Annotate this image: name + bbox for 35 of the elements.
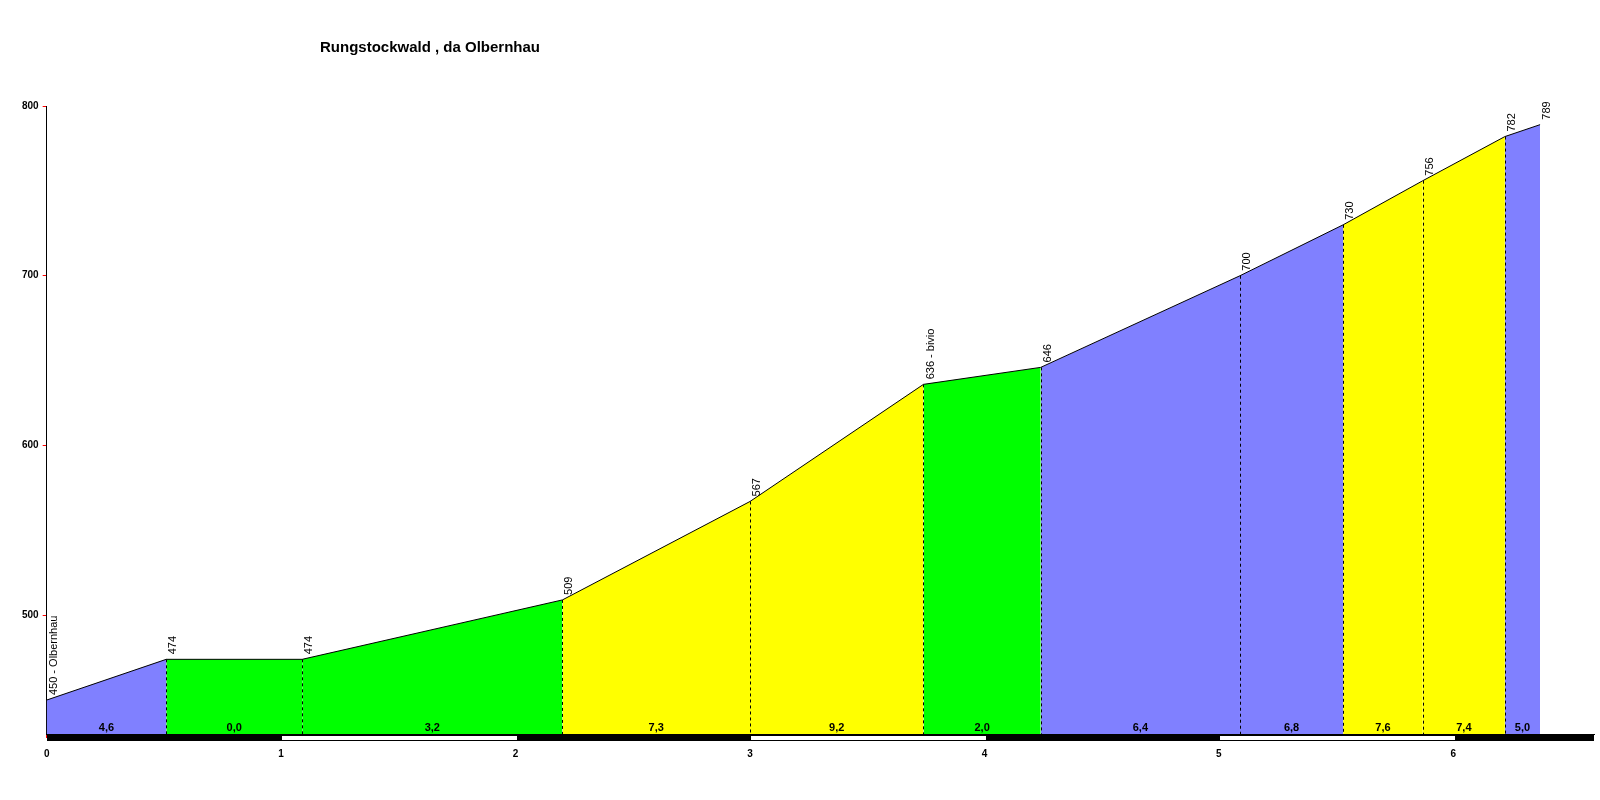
- annotation: 474: [166, 635, 179, 655]
- y-tick-label: 500: [22, 608, 40, 620]
- y-tick-label: 800: [22, 99, 40, 111]
- x-tick-label: 0: [43, 747, 50, 759]
- annotation: 7,3: [648, 720, 664, 733]
- annotation: 6,4: [1132, 720, 1149, 733]
- annotation: 4,6: [98, 720, 115, 733]
- x-tick-label: 2: [512, 747, 519, 759]
- annotation: 567: [750, 478, 763, 497]
- annotation: 7,6: [1375, 720, 1391, 733]
- annotation: 509: [562, 576, 575, 595]
- annotation: 3,2: [424, 720, 440, 733]
- annotation: 782: [1504, 113, 1517, 132]
- annotation: 700: [1240, 252, 1253, 271]
- annotation: 0,0: [226, 720, 242, 733]
- annotation: 789: [1540, 101, 1553, 120]
- annotation: 730: [1343, 201, 1356, 220]
- annotation: 6,8: [1283, 720, 1300, 733]
- annotation: 646: [1040, 344, 1053, 363]
- annotation: 636 - bivio: [923, 328, 936, 380]
- x-tick-label: 3: [747, 747, 754, 759]
- x-tick-label: 1: [278, 747, 285, 759]
- y-tick-label: 700: [22, 269, 40, 281]
- annotation: 5,0: [1514, 720, 1531, 733]
- x-tick-label: 4: [981, 747, 988, 759]
- x-tick-label: 6: [1450, 747, 1457, 759]
- annotation: 450 - Olbernhau: [46, 615, 59, 696]
- annotation: 9,2: [829, 720, 845, 733]
- annotation: 474: [302, 635, 315, 655]
- annotation: 756: [1422, 157, 1435, 176]
- chart-title: Rungstockwald , da Olbernhau: [320, 38, 541, 55]
- y-tick-label: 600: [22, 439, 40, 451]
- annotation: 7,4: [1456, 720, 1473, 733]
- x-tick-label: 5: [1216, 747, 1223, 759]
- annotation: 2,0: [974, 720, 990, 733]
